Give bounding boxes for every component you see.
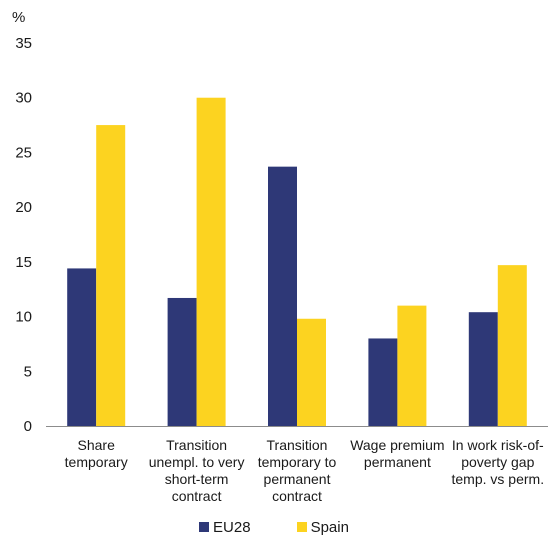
bar-spain-3 — [397, 305, 427, 426]
x-category-label: Share temporary — [65, 437, 128, 470]
bar-eu28-2 — [268, 166, 297, 426]
y-tick-label: 30 — [15, 90, 32, 107]
bar-eu28-4 — [468, 312, 498, 426]
legend-swatch-spain — [296, 522, 307, 532]
bar-eu28-1 — [167, 297, 197, 426]
x-category-label: Wage premium permanent — [350, 437, 444, 470]
bar-chart: % 0 5 10 15 20 25 30 35 Share temporary Transition u… — [12, 9, 548, 504]
bar-spain-1 — [196, 97, 226, 426]
legend-label-spain: Spain — [310, 518, 349, 536]
y-tick-label: 35 — [15, 35, 32, 52]
y-tick-label: 5 — [24, 363, 32, 380]
y-unit-label: % — [12, 9, 25, 26]
bar-eu28-0 — [67, 268, 97, 426]
y-tick-label: 10 — [15, 309, 32, 326]
legend-label-eu28: EU28 — [213, 518, 251, 536]
bar-spain-0 — [96, 125, 126, 427]
y-tick-label: 20 — [15, 199, 32, 216]
bar-eu28-3 — [368, 338, 398, 426]
y-tick-label: 0 — [24, 418, 32, 435]
x-category-label: Transition temporary to permanent contract — [258, 437, 337, 504]
x-category-label: Transition unempl. to very short-term contr… — [149, 437, 245, 504]
legend-item-spain: Spain — [296, 518, 349, 536]
legend: EU28 Spain — [0, 517, 548, 537]
x-category-label: In work risk-of-poverty gap temp. vs perm… — [452, 437, 545, 487]
bar-spain-4 — [497, 265, 527, 426]
legend-swatch-eu28 — [199, 522, 210, 532]
y-tick-label: 25 — [15, 144, 32, 161]
bar-spain-2 — [297, 318, 326, 426]
legend-item-eu28: EU28 — [199, 519, 251, 536]
y-tick-label: 15 — [15, 254, 32, 271]
